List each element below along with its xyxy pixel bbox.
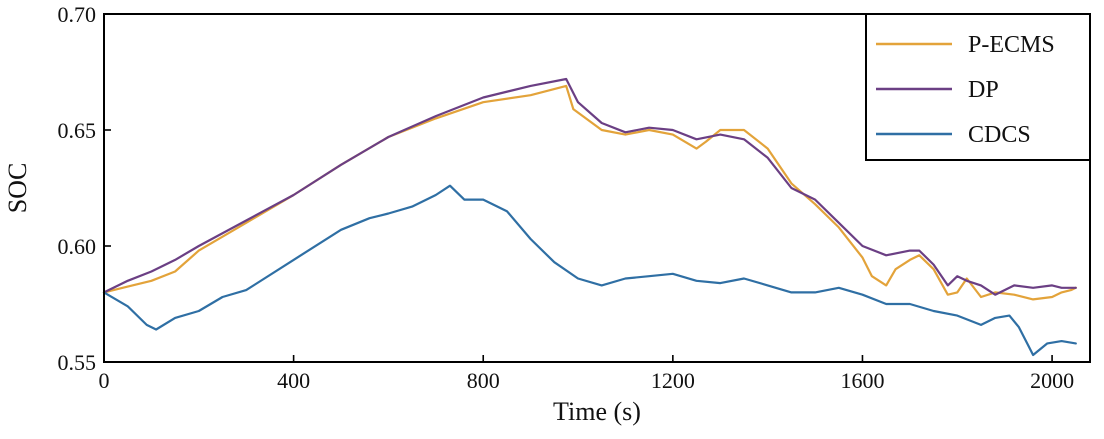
plot-frame — [103, 13, 1091, 363]
y-tick-label: 0.70 — [58, 2, 97, 27]
x-axis-title: Time (s) — [553, 397, 641, 426]
x-tick-label: 1600 — [840, 368, 884, 393]
ticks-layer: 0 400 800 1200 1600 2000 0.55 0.60 0.65 0.70 — [58, 2, 1075, 393]
x-tick-label: 1200 — [651, 368, 695, 393]
x-tick-label: 0 — [99, 368, 110, 393]
y-axis-title: SOC — [3, 163, 32, 214]
y-tick-label: 0.55 — [58, 350, 97, 375]
y-tick-label: 0.65 — [58, 118, 97, 143]
legend-entries: P-ECMS DP CDCS — [876, 32, 1055, 148]
y-tick-label: 0.60 — [58, 234, 97, 259]
legend: P-ECMS DP CDCS — [865, 13, 1091, 161]
series-line-cdcs — [102, 184, 1077, 357]
series-layer — [102, 77, 1077, 357]
x-tick-label: 800 — [467, 368, 500, 393]
x-tick-label: 2000 — [1030, 368, 1074, 393]
legend-label-p-ecms: P-ECMS — [968, 32, 1055, 58]
series-line-dp — [102, 77, 1077, 296]
legend-box — [865, 13, 1091, 161]
x-tick-label: 400 — [277, 368, 310, 393]
legend-label-cdcs: CDCS — [968, 122, 1031, 148]
legend-label-dp: DP — [968, 77, 999, 103]
